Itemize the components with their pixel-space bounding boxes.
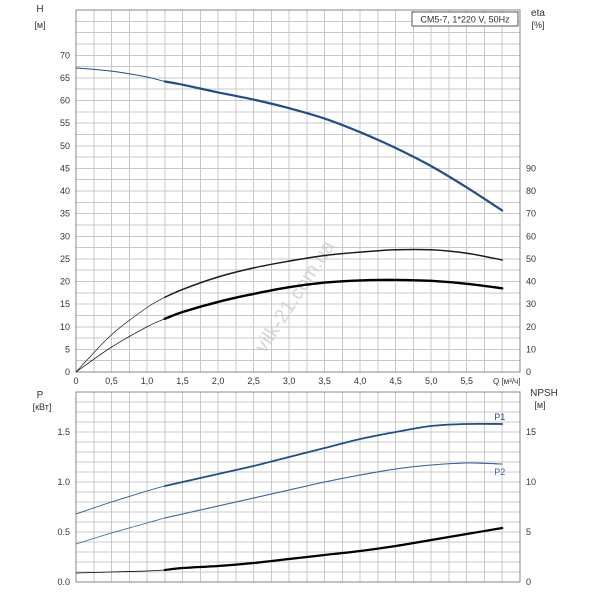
chart-title-box xyxy=(411,11,519,27)
h-axis-unit: [м] xyxy=(34,20,45,30)
q-tick-label: 5,0 xyxy=(425,376,438,386)
q-tick-label: 3,5 xyxy=(318,376,331,386)
q-tick-label: 0,5 xyxy=(105,376,118,386)
q-tick-label: 1,0 xyxy=(141,376,154,386)
q-tick-label: 4,5 xyxy=(389,376,402,386)
q-tick-label: 2,0 xyxy=(212,376,225,386)
q-tick-label: 4,0 xyxy=(354,376,367,386)
h-tick-label: 10 xyxy=(60,322,70,332)
h-tick-label: 25 xyxy=(60,254,70,264)
eta-total-curve-line-operating-range xyxy=(163,278,504,320)
p-tick-label: 0.5 xyxy=(57,527,70,537)
h-tick-label: 35 xyxy=(60,209,70,219)
eta-tick-label: 10 xyxy=(526,344,536,354)
eta-axis-label: eta xyxy=(531,8,545,19)
h-tick-label: 50 xyxy=(60,141,70,151)
q-tick-label: 1,5 xyxy=(176,376,189,386)
h-axis-label: H xyxy=(36,4,43,15)
eta-tick-label: 50 xyxy=(526,254,536,264)
h-tick-label: 65 xyxy=(60,73,70,83)
h-tick-label: 15 xyxy=(60,299,70,309)
h-tick-label: 0 xyxy=(65,367,70,377)
eta-pump-curve-line-operating-range xyxy=(164,248,503,299)
h-curve-line-operating-range xyxy=(163,80,504,212)
h-tick-label: 70 xyxy=(60,50,70,60)
h-tick-label: 5 xyxy=(65,344,70,354)
q-tick-label: 0 xyxy=(73,376,78,386)
q-tick-label: 3,0 xyxy=(283,376,296,386)
eta-tick-label: 0 xyxy=(526,367,531,377)
eta-tick-label: 30 xyxy=(526,299,536,309)
h-tick-label: 40 xyxy=(60,186,70,196)
h-tick-label: 45 xyxy=(60,163,70,173)
h-tick-label: 20 xyxy=(60,277,70,287)
p-tick-label: 0.0 xyxy=(57,577,70,587)
h-tick-label: 60 xyxy=(60,96,70,106)
npsh-tick-label: 10 xyxy=(526,477,536,487)
p1-series-label: P1 xyxy=(494,412,505,422)
top-plot-frame xyxy=(75,9,521,373)
chart-title: CM5-7, 1*220 V, 50Hz xyxy=(420,15,510,25)
npsh-axis-label: NPSH xyxy=(530,388,558,399)
p-axis-unit: [кВт] xyxy=(33,402,52,412)
npsh-tick-label: 15 xyxy=(526,427,536,437)
eta-tick-label: 40 xyxy=(526,277,536,287)
npsh-axis-unit: [м] xyxy=(534,400,545,410)
eta-tick-label: 70 xyxy=(526,209,536,219)
eta-tick-label: 90 xyxy=(526,163,536,173)
eta-tick-label: 20 xyxy=(526,322,536,332)
h-tick-label: 55 xyxy=(60,118,70,128)
p-tick-label: 1.5 xyxy=(57,427,70,437)
npsh-curve-line-operating-range xyxy=(163,526,504,572)
bottom-plot-frame xyxy=(75,391,521,583)
q-tick-label: 5,5 xyxy=(460,376,473,386)
eta-tick-label: 60 xyxy=(526,231,536,241)
npsh-tick-label: 0 xyxy=(526,577,531,587)
h-tick-label: 30 xyxy=(60,231,70,241)
p-axis-label: P xyxy=(37,390,44,401)
p2-curve-line-operating-range xyxy=(164,462,503,519)
eta-tick-label: 80 xyxy=(526,186,536,196)
x-axis-label: Q [м³/ч] xyxy=(493,377,520,386)
npsh-tick-label: 5 xyxy=(526,527,531,537)
eta-axis-unit: [%] xyxy=(531,20,544,30)
p1-curve-line-operating-range xyxy=(163,422,504,487)
p-tick-label: 1.0 xyxy=(57,477,70,487)
p2-series-label: P2 xyxy=(494,467,505,477)
q-tick-label: 2,5 xyxy=(247,376,260,386)
